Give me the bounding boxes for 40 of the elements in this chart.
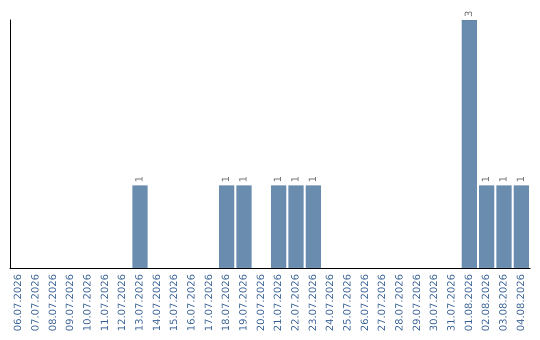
x-tick-label: 22.07.2026 bbox=[290, 274, 302, 332]
x-tick-label: 14.07.2026 bbox=[152, 274, 163, 332]
x-tick-label: 16.07.2026 bbox=[186, 274, 198, 332]
x-tick-label: 19.07.2026 bbox=[238, 274, 250, 332]
x-tick-label: 30.07.2026 bbox=[429, 274, 440, 332]
x-tick-label: 04.08.2026 bbox=[516, 274, 527, 332]
data-label: 1 bbox=[221, 176, 232, 182]
x-tick-label: 28.07.2026 bbox=[394, 274, 406, 332]
x-tick-label: 21.07.2026 bbox=[273, 274, 284, 332]
x-tick-label: 20.07.2026 bbox=[256, 274, 267, 332]
x-tick-label: 25.07.2026 bbox=[342, 274, 354, 332]
data-label: 1 bbox=[481, 176, 492, 182]
x-tick-label: 12.07.2026 bbox=[117, 274, 128, 332]
x-tick-label: 29.07.2026 bbox=[412, 274, 423, 332]
x-tick-label: 13.07.2026 bbox=[134, 274, 146, 332]
data-label: 1 bbox=[134, 176, 146, 182]
x-tick-label: 01.08.2026 bbox=[464, 274, 475, 332]
data-label: 3 bbox=[464, 10, 475, 17]
x-tick-label: 15.07.2026 bbox=[169, 274, 180, 332]
x-tick-label: 10.07.2026 bbox=[82, 274, 94, 332]
x-tick-label: 09.07.2026 bbox=[65, 274, 76, 332]
x-tick-label: 06.07.2026 bbox=[13, 274, 24, 332]
x-tick-label: 26.07.2026 bbox=[360, 274, 371, 332]
data-label: 1 bbox=[290, 176, 302, 182]
x-tick-label: 03.08.2026 bbox=[498, 274, 510, 332]
x-tick-label: 08.07.2026 bbox=[48, 274, 59, 332]
x-tick-label: 07.07.2026 bbox=[30, 274, 42, 332]
x-tick-label: 02.08.2026 bbox=[481, 274, 492, 332]
data-label: 1 bbox=[238, 176, 250, 182]
data-label: 1 bbox=[516, 176, 527, 182]
x-tick-label: 27.07.2026 bbox=[377, 274, 388, 332]
data-label: 1 bbox=[273, 176, 284, 182]
x-tick-label: 11.07.2026 bbox=[100, 274, 111, 332]
x-tick-label: 23.07.2026 bbox=[308, 274, 319, 332]
x-tick-label: 31.07.2026 bbox=[446, 274, 458, 332]
x-tick-label: 24.07.2026 bbox=[325, 274, 336, 332]
x-tick-label: 18.07.2026 bbox=[221, 274, 232, 332]
x-tick-label: 17.07.2026 bbox=[204, 274, 215, 332]
data-label: 1 bbox=[498, 176, 510, 182]
data-label: 1 bbox=[308, 176, 319, 182]
